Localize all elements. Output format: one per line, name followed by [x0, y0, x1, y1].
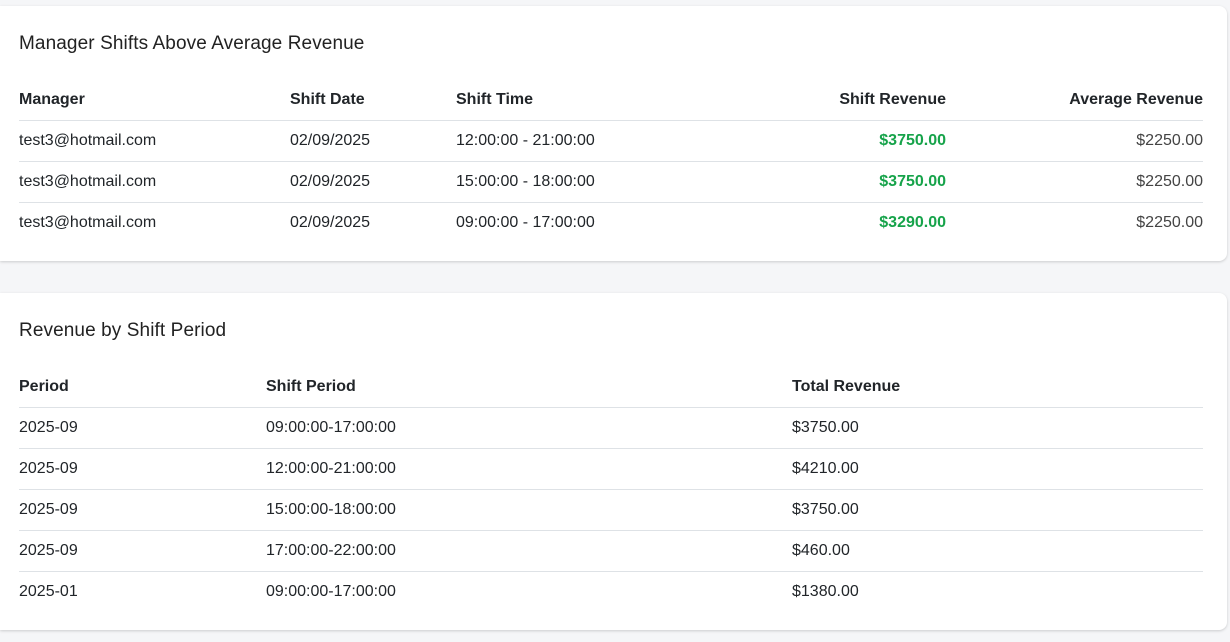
shift-period: 09:00:00-17:00:00: [266, 583, 396, 600]
total-revenue: $1380.00: [792, 583, 859, 600]
table-row: 2025-01 09:00:00-17:00:00 $1380.00: [19, 572, 1203, 613]
shift-date: 02/09/2025: [290, 120, 456, 162]
column-header-shift-revenue[interactable]: Shift Revenue: [716, 80, 946, 121]
shift-period: 15:00:00-18:00:00: [266, 489, 792, 531]
shift-revenue: $3750.00: [716, 161, 946, 203]
shift-time: 15:00:00 - 18:00:00: [456, 161, 716, 203]
total-revenue: $3750.00: [792, 407, 1203, 449]
average-revenue: $2250.00: [1136, 214, 1203, 231]
table-row: 2025-09 09:00:00-17:00:00 $3750.00: [19, 407, 1203, 449]
table-row: 2025-09 12:00:00-21:00:00 $4210.00: [19, 448, 1203, 490]
manager-shifts-table: Manager Shift Date Shift Time Shift Reve…: [19, 80, 1203, 243]
shift-period: 09:00:00-17:00:00: [266, 407, 792, 449]
manager-email: test3@hotmail.com: [19, 214, 157, 231]
total-revenue: $4210.00: [792, 448, 1203, 490]
average-revenue: $2250.00: [946, 161, 1203, 203]
table-row: test3@hotmail.com 02/09/2025 09:00:00 - …: [19, 203, 1203, 244]
shift-date: 02/09/2025: [290, 214, 371, 231]
shift-revenue: $3290.00: [879, 214, 946, 231]
column-header-shift-time[interactable]: Shift Time: [456, 80, 716, 121]
revenue-by-period-card: Revenue by Shift Period Period Shift Per…: [0, 293, 1227, 630]
shift-revenue: $3750.00: [716, 120, 946, 162]
average-revenue: $2250.00: [946, 120, 1203, 162]
period: 2025-09: [19, 407, 266, 449]
table-row: test3@hotmail.com 02/09/2025 12:00:00 - …: [19, 120, 1203, 162]
total-revenue: $3750.00: [792, 489, 1203, 531]
table-row: 2025-09 17:00:00-22:00:00 $460.00: [19, 530, 1203, 572]
column-header-total-revenue[interactable]: Total Revenue: [792, 367, 1203, 408]
period: 2025-09: [19, 448, 266, 490]
shift-time: 12:00:00 - 21:00:00: [456, 120, 716, 162]
table-header-row: Manager Shift Date Shift Time Shift Reve…: [19, 80, 1203, 121]
table-header-row: Period Shift Period Total Revenue: [19, 367, 1203, 408]
column-header-shift-period[interactable]: Shift Period: [266, 367, 792, 408]
period: 2025-01: [19, 583, 78, 600]
column-header-manager[interactable]: Manager: [19, 80, 290, 121]
period: 2025-09: [19, 530, 266, 572]
column-header-shift-date[interactable]: Shift Date: [290, 80, 456, 121]
revenue-by-period-table: Period Shift Period Total Revenue 2025-0…: [19, 367, 1203, 612]
total-revenue: $460.00: [792, 530, 1203, 572]
shift-time: 09:00:00 - 17:00:00: [456, 214, 595, 231]
column-header-period[interactable]: Period: [19, 367, 266, 408]
column-header-average-revenue[interactable]: Average Revenue: [946, 80, 1203, 121]
table-row: test3@hotmail.com 02/09/2025 15:00:00 - …: [19, 161, 1203, 203]
table-row: 2025-09 15:00:00-18:00:00 $3750.00: [19, 489, 1203, 531]
shift-date: 02/09/2025: [290, 161, 456, 203]
shift-period: 12:00:00-21:00:00: [266, 448, 792, 490]
manager-shifts-card: Manager Shifts Above Average Revenue Man…: [0, 6, 1227, 261]
card-title: Manager Shifts Above Average Revenue: [19, 33, 365, 54]
manager-email: test3@hotmail.com: [19, 120, 290, 162]
manager-email: test3@hotmail.com: [19, 161, 290, 203]
card-title: Revenue by Shift Period: [19, 320, 227, 341]
period: 2025-09: [19, 489, 266, 531]
shift-period: 17:00:00-22:00:00: [266, 530, 792, 572]
